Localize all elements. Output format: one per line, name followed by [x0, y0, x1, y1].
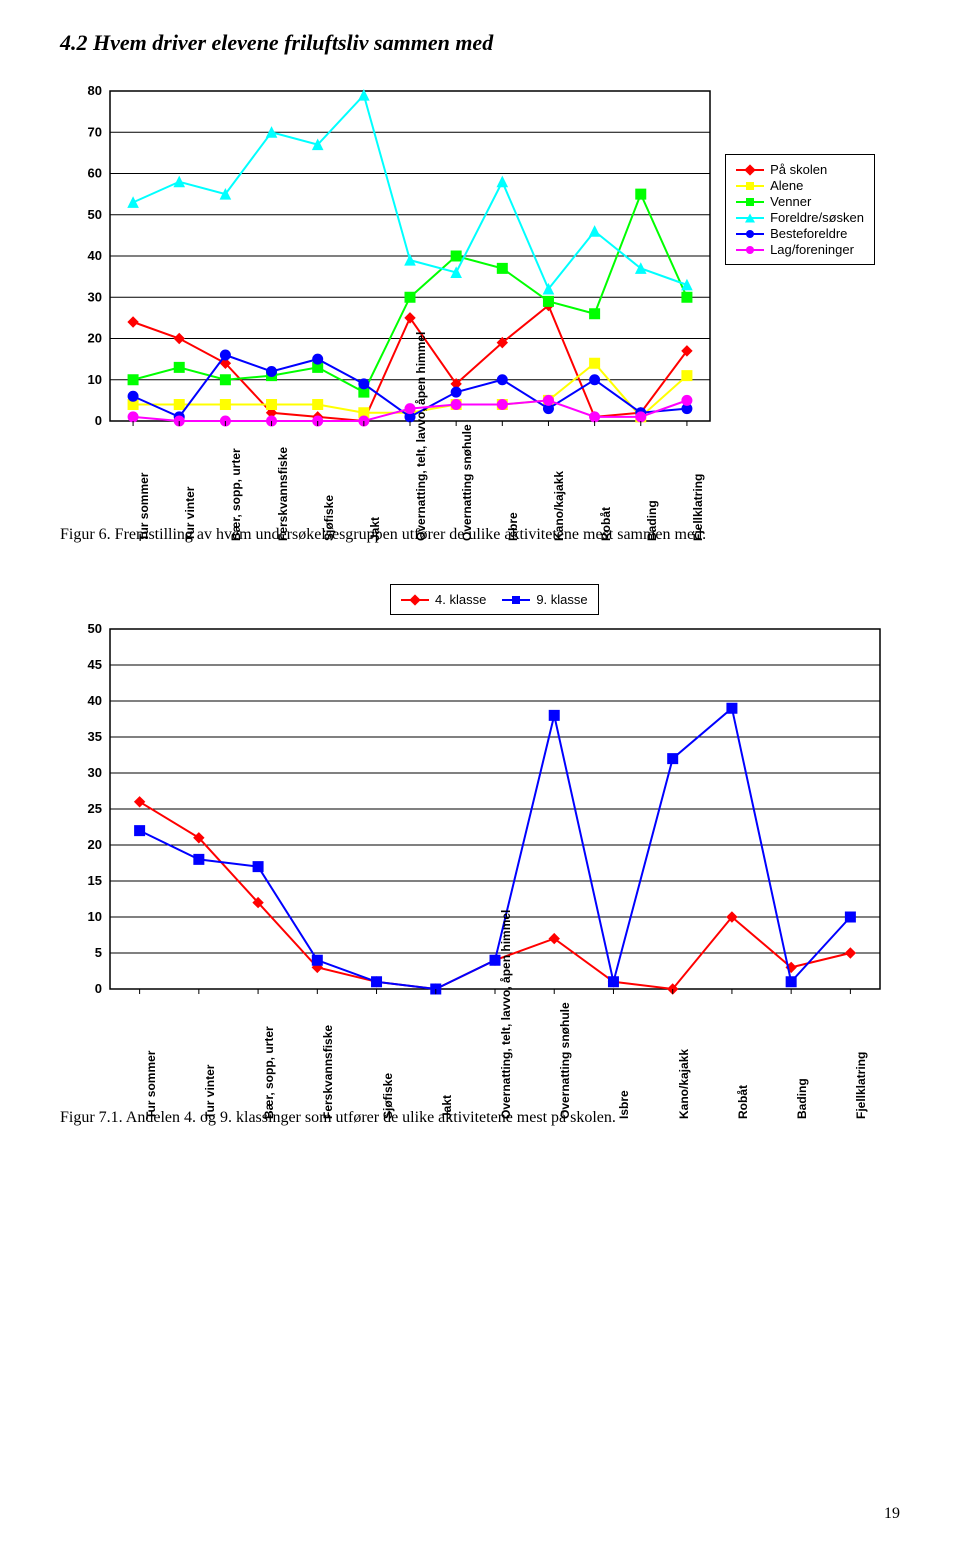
x-axis-label: Overnatting snøhule: [460, 431, 474, 541]
chart-legend: På skolenAleneVennerForeldre/søskenBeste…: [725, 154, 875, 265]
x-axis-label: Sjøfiske: [322, 431, 336, 541]
x-axis-label: Jakt: [440, 999, 454, 1119]
x-axis-label: Robåt: [736, 999, 750, 1119]
section-title: 4.2 Hvem driver elevene friluftsliv samm…: [60, 30, 900, 56]
svg-text:45: 45: [88, 657, 102, 672]
page-number: 19: [884, 1505, 900, 1523]
svg-text:20: 20: [88, 331, 102, 346]
svg-text:60: 60: [88, 166, 102, 181]
chart-who-with: 01020304050607080Tur sommerTur vinterBær…: [60, 81, 900, 511]
svg-text:50: 50: [88, 207, 102, 222]
x-axis-label: Overnatting, telt, lavvo, åpen himmel: [414, 431, 428, 541]
svg-text:10: 10: [88, 372, 102, 387]
legend-label: Besteforeldre: [770, 226, 847, 241]
svg-text:70: 70: [88, 124, 102, 139]
svg-text:25: 25: [88, 801, 102, 816]
svg-text:30: 30: [88, 289, 102, 304]
legend-item: På skolen: [736, 162, 864, 177]
figure-7-1-caption: Figur 7.1. Andelen 4. og 9. klassinger s…: [60, 1109, 900, 1127]
legend-label: Alene: [770, 178, 803, 193]
x-axis-label: Tur sommer: [144, 999, 158, 1119]
legend-item: Lag/foreninger: [736, 242, 864, 257]
x-axis-label: Fjellklatring: [854, 999, 868, 1119]
svg-text:0: 0: [95, 981, 102, 996]
x-axis-label: Fjellklatring: [691, 431, 705, 541]
x-axis-label: Tur vinter: [203, 999, 217, 1119]
x-axis-label: Ferskvannsfiske: [276, 431, 290, 541]
legend-item: Besteforeldre: [736, 226, 864, 241]
legend-item: 4. klasse: [401, 592, 486, 607]
legend-label: Lag/foreninger: [770, 242, 854, 257]
svg-text:20: 20: [88, 837, 102, 852]
svg-text:35: 35: [88, 729, 102, 744]
svg-text:0: 0: [95, 413, 102, 428]
legend-item: Foreldre/søsken: [736, 210, 864, 225]
x-axis-label: Bær, sopp, urter: [262, 999, 276, 1119]
x-axis-label: Isbre: [617, 999, 631, 1119]
x-axis-label: Tur vinter: [183, 431, 197, 541]
x-axis-label: Jakt: [368, 431, 382, 541]
chart-grade-comparison: 05101520253035404550Tur sommerTur vinter…: [60, 584, 900, 1094]
x-axis-label: Sjøfiske: [381, 999, 395, 1119]
legend-label: Foreldre/søsken: [770, 210, 864, 225]
legend-item: 9. klasse: [502, 592, 587, 607]
svg-text:80: 80: [88, 83, 102, 98]
x-axis-label: Kano/kajakk: [552, 431, 566, 541]
svg-text:10: 10: [88, 909, 102, 924]
svg-text:40: 40: [88, 248, 102, 263]
svg-text:30: 30: [88, 765, 102, 780]
legend-label: Venner: [770, 194, 811, 209]
x-axis-label: Ferskvannsfiske: [321, 999, 335, 1119]
svg-text:5: 5: [95, 945, 102, 960]
chart-legend: 4. klasse 9. klasse: [390, 584, 599, 615]
x-axis-label: Kano/kajakk: [677, 999, 691, 1119]
svg-text:40: 40: [88, 693, 102, 708]
x-axis-label: Bading: [645, 431, 659, 541]
x-axis-label: Overnatting, telt, lavvo, åpen himmel: [499, 999, 513, 1119]
x-axis-label: Robåt: [599, 431, 613, 541]
legend-item: Alene: [736, 178, 864, 193]
svg-text:50: 50: [88, 621, 102, 636]
x-axis-label: Isbre: [506, 431, 520, 541]
x-axis-label: Tur sommer: [137, 431, 151, 541]
x-axis-label: Bading: [795, 999, 809, 1119]
legend-label: 4. klasse: [435, 592, 486, 607]
legend-item: Venner: [736, 194, 864, 209]
x-axis-label: Bær, sopp, urter: [229, 431, 243, 541]
x-axis-label: Overnatting snøhule: [558, 999, 572, 1119]
legend-label: På skolen: [770, 162, 827, 177]
legend-label: 9. klasse: [536, 592, 587, 607]
svg-text:15: 15: [88, 873, 102, 888]
